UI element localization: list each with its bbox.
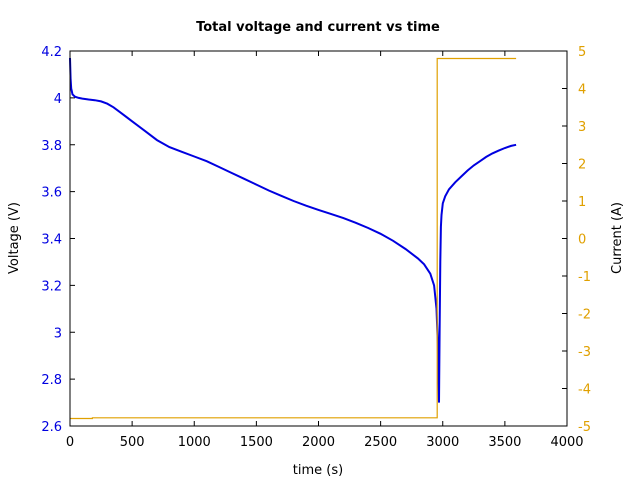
y2-tick-label: 4	[578, 83, 586, 98]
x-axis-ticks: 0 500 1000 1500 2000 2500 3000 3500 4000	[66, 51, 584, 450]
chart-title: Total voltage and current vs time	[196, 20, 440, 35]
y-axis-label: Voltage (V)	[7, 202, 22, 274]
y-tick-label: 3.4	[41, 233, 62, 248]
y2-tick-label: -3	[578, 345, 591, 360]
y2-axis-ticks: -5 -4 -3 -2 -1 0 1 2 3 4 5	[562, 45, 591, 435]
x-tick-label: 3500	[488, 435, 521, 450]
x-axis-label: time (s)	[293, 463, 343, 478]
y2-tick-label: 0	[578, 233, 586, 248]
current-series-line	[70, 57, 517, 420]
y2-tick-label: -1	[578, 270, 591, 285]
voltage-series-line	[69, 57, 517, 403]
x-tick-label: 2500	[364, 435, 397, 450]
x-tick-label: 500	[120, 435, 145, 450]
x-tick-label: 4000	[550, 435, 583, 450]
y2-tick-label: -2	[578, 308, 591, 323]
y2-tick-label: 5	[578, 45, 586, 60]
x-tick-label: 3000	[426, 435, 459, 450]
y2-axis-label: Current (A)	[610, 202, 625, 274]
y-tick-label: 4	[54, 92, 62, 107]
y2-tick-label: -5	[578, 420, 591, 435]
y2-tick-label: 1	[578, 195, 586, 210]
y-tick-label: 4.2	[41, 45, 62, 60]
y-tick-label: 3	[54, 326, 62, 341]
y-tick-label: 2.6	[41, 420, 62, 435]
x-tick-label: 0	[66, 435, 74, 450]
y-axis-ticks: 2.6 2.8 3 3.2 3.4 3.6 3.8 4 4.2	[41, 45, 75, 435]
y-tick-label: 2.8	[41, 373, 62, 388]
y-tick-label: 3.2	[41, 279, 62, 294]
y2-tick-label: 3	[578, 120, 586, 135]
x-tick-label: 1000	[178, 435, 211, 450]
y2-tick-label: 2	[578, 158, 586, 173]
plot-frame	[69, 50, 568, 427]
y-tick-label: 3.6	[41, 186, 62, 201]
y-tick-label: 3.8	[41, 139, 62, 154]
x-tick-label: 1500	[240, 435, 273, 450]
x-tick-label: 2000	[302, 435, 335, 450]
y2-tick-label: -4	[578, 383, 591, 398]
